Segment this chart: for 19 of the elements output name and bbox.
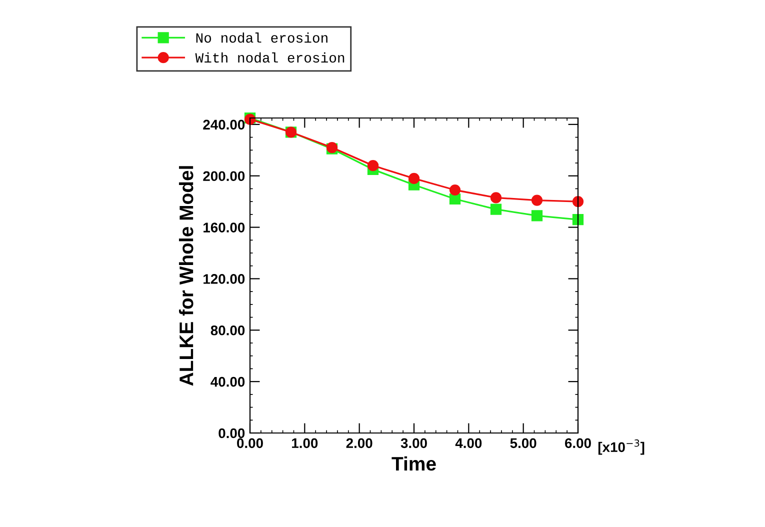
y-tick-label: 120.00 [204, 274, 245, 284]
x-tick-label: 0.00 [237, 438, 263, 448]
x-tick-label: 3.00 [400, 438, 427, 448]
y-tick-label: 0.00 [218, 428, 245, 438]
text: [x10$^{−3}$] [598, 439, 644, 455]
x-axis-title: Time [392, 456, 436, 471]
x-tick-label: 4.00 [455, 438, 482, 448]
y-axis-title: ALLKE for Whole Model [178, 166, 194, 386]
y-tick-label: 160.00 [204, 222, 245, 232]
x-tick-label: 2.00 [346, 438, 372, 448]
y-tick-label: 40.00 [210, 376, 245, 387]
y-tick-label: 240.00 [203, 120, 245, 130]
legend-label: No nodal erosion [196, 32, 328, 43]
x-tick-label: 1.00 [292, 438, 318, 448]
x-tick-label: 6.00 [564, 438, 591, 448]
y-tick-label: 200.00 [203, 171, 245, 182]
x-tick-label: 5.00 [510, 438, 536, 448]
legend-label: With nodal erosion [195, 52, 344, 63]
y-tick-label: 80.00 [210, 325, 245, 336]
